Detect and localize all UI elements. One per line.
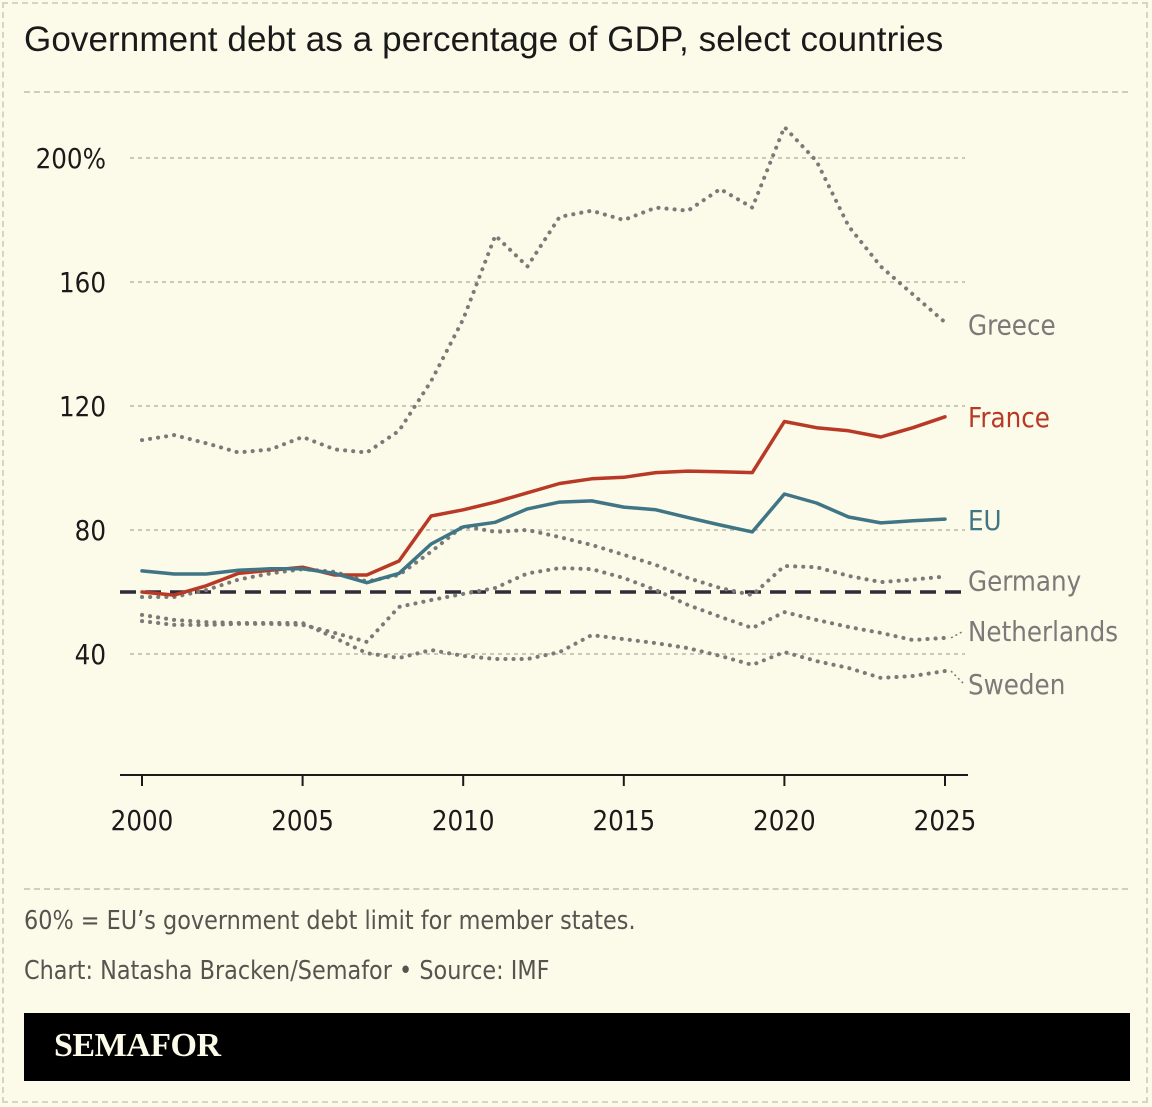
line-chart: 40 80 120 160 200% 2000 2005 2010 2015 2020 2025 Gr…	[36, 125, 1118, 838]
footnote: 60% = EU’s government debt limit for mem…	[24, 906, 636, 936]
y-tick-label: 200%	[36, 144, 106, 176]
label-connector-sweden	[950, 670, 965, 685]
series-label-greece: Greece	[968, 310, 1056, 342]
y-tick-label: 160	[59, 268, 106, 300]
x-tick-label: 2000	[111, 806, 174, 838]
x-tick-label: 2025	[914, 806, 977, 838]
label-connector-netherlands	[950, 630, 965, 639]
series-line-germany	[140, 524, 947, 599]
chart-title: Government debt as a percentage of GDP, …	[24, 20, 944, 59]
footer-divider	[24, 888, 1128, 890]
x-tick-label: 2005	[271, 806, 334, 838]
x-tick-label: 2020	[753, 806, 816, 838]
x-tick-label: 2010	[432, 806, 495, 838]
series-label-eu: EU	[968, 506, 1002, 538]
series-line-eu	[140, 492, 947, 585]
series-label-sweden: Sweden	[968, 670, 1065, 702]
series-label-netherlands: Netherlands	[968, 616, 1118, 648]
series-line-netherlands	[140, 566, 947, 644]
series-label-france: France	[968, 402, 1050, 434]
series-label-germany: Germany	[968, 566, 1081, 598]
brand-bar: SEMAFOR	[24, 1013, 1130, 1081]
title-divider	[24, 91, 1128, 93]
brand-logo: SEMAFOR	[54, 1027, 221, 1064]
series-line-sweden	[140, 612, 947, 680]
y-tick-label: 80	[75, 516, 106, 548]
x-tick-label: 2015	[592, 806, 655, 838]
y-tick-label: 40	[75, 640, 106, 672]
series-line-greece	[140, 125, 947, 455]
y-tick-label: 120	[59, 392, 106, 424]
source-credit: Chart: Natasha Bracken/Semafor • Source:…	[24, 956, 550, 986]
